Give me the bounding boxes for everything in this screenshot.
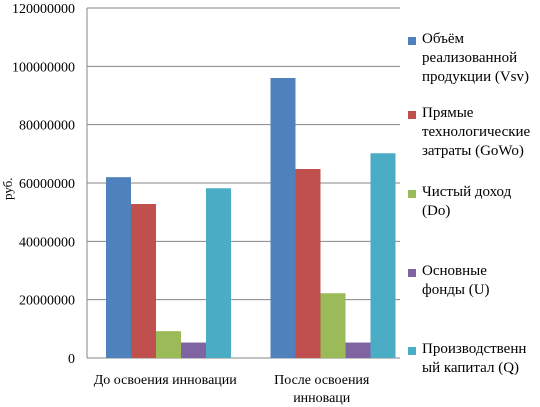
y-tick-label: 60000000 xyxy=(19,177,75,192)
legend-label: Производственн ый капитал (Q) xyxy=(422,341,527,376)
bar-4-0 xyxy=(206,188,231,358)
bar-1-0 xyxy=(131,204,156,358)
legend-label: Объём реализованной продукции (Vsv) xyxy=(422,31,530,85)
legend-swatch xyxy=(408,37,416,45)
y-tick-label: 80000000 xyxy=(19,119,75,134)
bar-3-1 xyxy=(345,342,371,358)
x-tick-label: После освоения инноваци xyxy=(274,373,370,406)
bar-0-0 xyxy=(106,177,131,358)
bar-0-1 xyxy=(270,78,296,358)
legend-label: Чистый доход (Do) xyxy=(422,184,512,219)
legend-swatch xyxy=(408,269,416,277)
legend-label: Основные фонды (U) xyxy=(422,263,490,298)
legend-swatch xyxy=(408,347,416,355)
legend-label: Прямые технологические затраты (GoWo) xyxy=(422,105,531,159)
legend-swatch xyxy=(408,190,416,198)
x-tick-label: До освоения инновации xyxy=(94,373,238,388)
y-tick-label: 0 xyxy=(68,352,75,367)
y-tick-label: 40000000 xyxy=(19,235,75,250)
bar-1-1 xyxy=(295,169,321,358)
bar-2-0 xyxy=(156,331,181,358)
bar-2-1 xyxy=(320,293,346,358)
bar-4-1 xyxy=(370,153,396,358)
y-tick-label: 20000000 xyxy=(19,294,75,309)
y-tick-label: 100000000 xyxy=(12,60,75,75)
legend-swatch xyxy=(408,111,416,119)
bar-3-0 xyxy=(181,342,206,358)
y-tick-label: 120000000 xyxy=(12,2,75,17)
y-axis-label: руб. xyxy=(0,177,15,200)
